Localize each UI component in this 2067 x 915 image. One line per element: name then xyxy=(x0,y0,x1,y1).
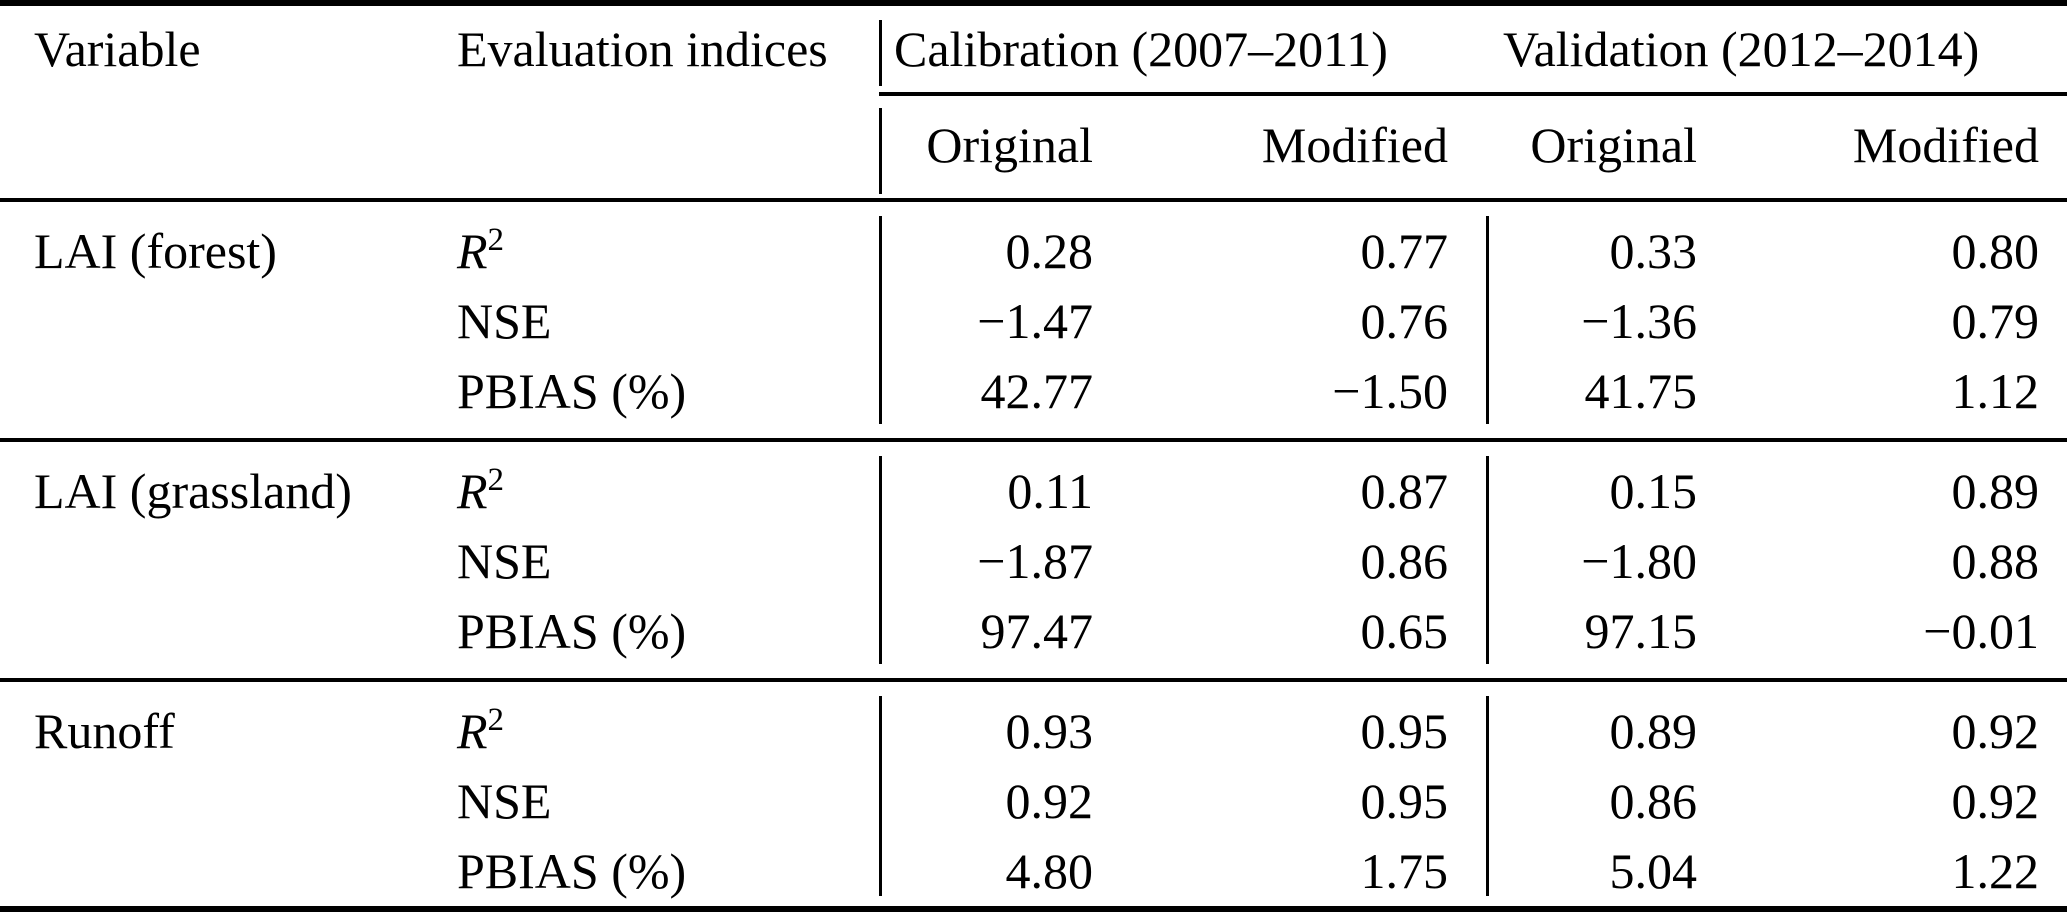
superscript-two: 2 xyxy=(487,461,505,498)
cell-value: −1.50 xyxy=(1332,363,1448,419)
cell-value: 0.65 xyxy=(1360,603,1449,659)
col-header-calibration-modified: Modified xyxy=(1261,117,1448,173)
table-row: LAI (forest) R2 0.28 0.77 0.33 0.80 xyxy=(0,216,2067,286)
superscript-two: 2 xyxy=(487,221,505,258)
r-symbol: R xyxy=(457,703,488,759)
cell-value: 0.86 xyxy=(1360,533,1449,589)
cell-value: 97.15 xyxy=(1584,603,1698,659)
column-rule xyxy=(879,216,882,424)
column-rule xyxy=(1486,696,1489,896)
horizontal-rule-block2-bottom xyxy=(0,678,2067,682)
row-label-r-squared: R2 xyxy=(455,222,880,280)
table-row: NSE −1.87 0.86 −1.80 0.88 xyxy=(0,526,2067,596)
cell-value: 0.77 xyxy=(1360,223,1449,279)
horizontal-rule-bottom xyxy=(0,906,2067,912)
col-header-validation-modified: Modified xyxy=(1852,117,2039,173)
table-row: PBIAS (%) 42.77 −1.50 41.75 1.12 xyxy=(0,356,2067,426)
cell-value: 0.80 xyxy=(1951,223,2040,279)
cell-value: 0.28 xyxy=(1005,223,1094,279)
header-row-subcolumns: Original Modified Original Modified xyxy=(0,92,2067,198)
col-header-variable: Variable xyxy=(34,21,201,77)
row-label-pbias: PBIAS (%) xyxy=(457,363,687,419)
row-label-pbias: PBIAS (%) xyxy=(457,843,687,899)
cell-value: 0.15 xyxy=(1609,463,1698,519)
horizontal-rule-top xyxy=(0,0,2067,6)
group-header-validation: Validation (2012–2014) xyxy=(1503,21,1980,77)
group-header-calibration: Calibration (2007–2011) xyxy=(894,21,1388,77)
cell-value: 1.22 xyxy=(1951,843,2040,899)
row-label-r-squared: R2 xyxy=(455,462,880,520)
variable-label: LAI (grassland) xyxy=(34,463,352,519)
horizontal-rule-under-group-headers xyxy=(879,92,2067,96)
cell-value: 4.80 xyxy=(1005,843,1094,899)
column-rule xyxy=(879,20,882,86)
cell-value: 0.93 xyxy=(1005,703,1094,759)
col-header-validation-original: Original xyxy=(1530,117,1697,173)
table-row: Runoff R2 0.93 0.95 0.89 0.92 xyxy=(0,696,2067,766)
cell-value: 1.12 xyxy=(1951,363,2040,419)
cell-value: 0.92 xyxy=(1005,773,1094,829)
cell-value: 1.75 xyxy=(1360,843,1449,899)
row-label-nse: NSE xyxy=(457,773,552,829)
table-row: PBIAS (%) 97.47 0.65 97.15 −0.01 xyxy=(0,596,2067,666)
table-row: LAI (grassland) R2 0.11 0.87 0.15 0.89 xyxy=(0,456,2067,526)
cell-value: −0.01 xyxy=(1923,603,2039,659)
cell-value: 0.76 xyxy=(1360,293,1449,349)
row-label-nse: NSE xyxy=(457,293,552,349)
cell-value: 0.79 xyxy=(1951,293,2040,349)
col-header-evaluation-indices: Evaluation indices xyxy=(457,21,828,77)
table-row: NSE −1.47 0.76 −1.36 0.79 xyxy=(0,286,2067,356)
cell-value: −1.87 xyxy=(977,533,1093,589)
table-row: PBIAS (%) 4.80 1.75 5.04 1.22 xyxy=(0,836,2067,906)
row-label-nse: NSE xyxy=(457,533,552,589)
cell-value: 0.86 xyxy=(1609,773,1698,829)
r-symbol: R xyxy=(457,223,488,279)
cell-value: 0.87 xyxy=(1360,463,1449,519)
table-row: NSE 0.92 0.95 0.86 0.92 xyxy=(0,766,2067,836)
cell-value: 42.77 xyxy=(980,363,1094,419)
cell-value: 0.33 xyxy=(1609,223,1698,279)
cell-value: 41.75 xyxy=(1584,363,1698,419)
column-rule xyxy=(879,456,882,664)
column-rule xyxy=(879,696,882,896)
r-symbol: R xyxy=(457,463,488,519)
column-rule xyxy=(1486,216,1489,424)
cell-value: 0.88 xyxy=(1951,533,2040,589)
variable-label: Runoff xyxy=(34,703,175,759)
horizontal-rule-block1-bottom xyxy=(0,438,2067,442)
column-rule xyxy=(879,108,882,194)
cell-value: 0.95 xyxy=(1360,703,1449,759)
cell-value: 97.47 xyxy=(980,603,1094,659)
row-label-r-squared: R2 xyxy=(455,702,880,760)
col-header-calibration-original: Original xyxy=(926,117,1093,173)
cell-value: −1.47 xyxy=(977,293,1093,349)
cell-value: 0.89 xyxy=(1609,703,1698,759)
cell-value: −1.80 xyxy=(1581,533,1697,589)
cell-value: 0.89 xyxy=(1951,463,2040,519)
cell-value: 0.92 xyxy=(1951,773,2040,829)
cell-value: 0.95 xyxy=(1360,773,1449,829)
variable-label: LAI (forest) xyxy=(34,223,277,279)
cell-value: −1.36 xyxy=(1581,293,1697,349)
cell-value: 0.11 xyxy=(1007,463,1093,519)
horizontal-rule-header-bottom xyxy=(0,198,2067,202)
superscript-two: 2 xyxy=(487,701,505,738)
header-row-groups: Variable Evaluation indices Calibration … xyxy=(0,6,2067,92)
row-label-pbias: PBIAS (%) xyxy=(457,603,687,659)
cell-value: 0.92 xyxy=(1951,703,2040,759)
column-rule xyxy=(1486,456,1489,664)
cell-value: 5.04 xyxy=(1609,843,1698,899)
